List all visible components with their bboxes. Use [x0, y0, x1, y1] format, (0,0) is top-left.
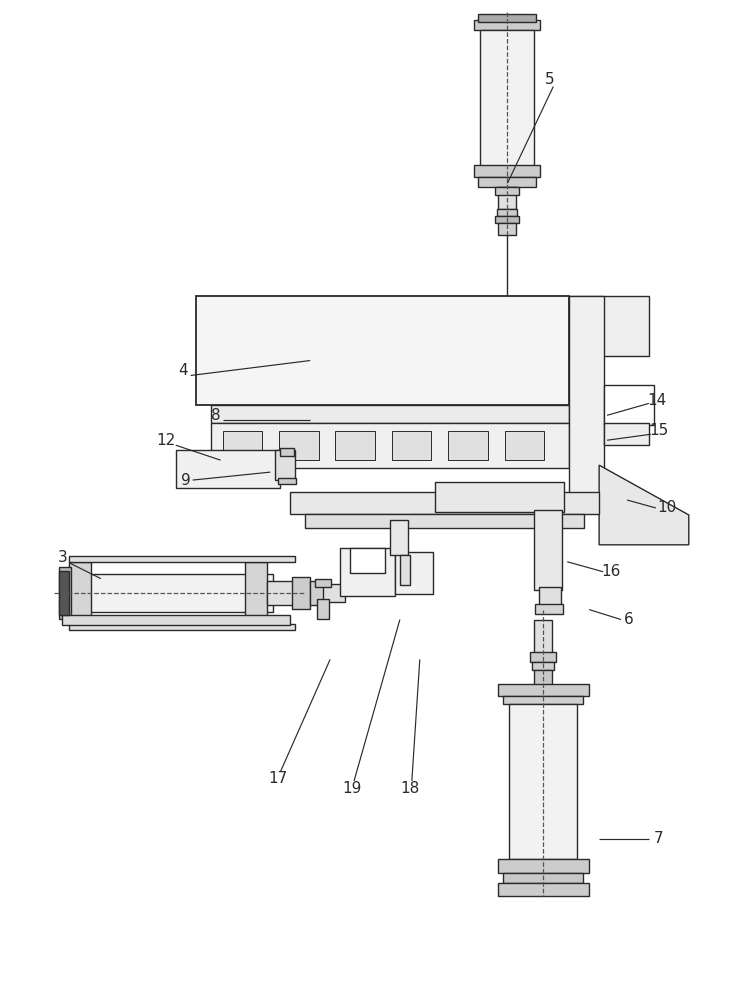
Bar	[604, 385, 654, 425]
Bar	[498, 859, 589, 873]
Bar	[305, 514, 584, 528]
Bar	[69, 562, 91, 624]
Bar	[534, 510, 562, 590]
Text: 7: 7	[654, 831, 664, 846]
Bar	[390, 520, 408, 555]
Bar	[211, 405, 569, 423]
Text: 5: 5	[545, 72, 554, 87]
Text: 10: 10	[657, 500, 676, 515]
Text: 14: 14	[648, 393, 667, 408]
Bar	[310, 581, 324, 605]
Text: 15: 15	[649, 423, 669, 438]
Bar	[498, 223, 516, 235]
Bar	[290, 492, 599, 514]
Bar	[323, 584, 345, 602]
Bar	[318, 599, 329, 619]
Text: 8: 8	[211, 408, 220, 423]
Bar	[498, 187, 516, 209]
Bar	[60, 571, 69, 615]
Bar	[60, 567, 71, 619]
Bar	[478, 14, 537, 22]
Bar	[276, 450, 295, 480]
Bar	[448, 431, 488, 460]
Bar	[395, 552, 433, 594]
Bar	[62, 615, 290, 625]
Text: 16: 16	[601, 564, 621, 579]
Bar	[497, 209, 517, 216]
Bar	[495, 187, 519, 195]
Bar	[495, 216, 519, 223]
Bar	[392, 431, 431, 460]
Bar	[604, 423, 649, 445]
Bar	[473, 165, 540, 177]
Bar	[315, 579, 331, 587]
Bar	[569, 296, 604, 508]
Bar	[87, 574, 273, 612]
Text: 17: 17	[269, 771, 288, 786]
Polygon shape	[599, 465, 689, 545]
Bar	[503, 873, 583, 883]
Text: 12: 12	[156, 433, 176, 448]
Bar	[335, 431, 375, 460]
Bar	[280, 448, 294, 456]
Bar	[69, 556, 295, 562]
Text: 9: 9	[181, 473, 190, 488]
Bar	[503, 696, 583, 704]
Bar	[434, 482, 564, 512]
Bar	[293, 577, 310, 609]
Bar	[498, 684, 589, 696]
Bar	[473, 20, 540, 30]
Bar	[531, 652, 556, 662]
Bar	[400, 555, 410, 585]
Bar	[245, 562, 268, 624]
Bar	[498, 883, 589, 896]
Bar	[479, 30, 534, 169]
Bar	[268, 581, 295, 605]
Bar	[350, 548, 385, 573]
Bar	[505, 431, 545, 460]
Text: 19: 19	[343, 781, 362, 796]
Bar	[534, 670, 552, 686]
Bar	[569, 296, 649, 356]
Text: 6: 6	[624, 612, 634, 627]
Bar	[196, 296, 569, 405]
Bar	[509, 704, 577, 859]
Text: 18: 18	[401, 781, 420, 796]
Bar	[279, 431, 318, 460]
Bar	[279, 478, 296, 484]
Bar	[223, 431, 262, 460]
Bar	[478, 177, 537, 187]
Bar	[534, 620, 552, 654]
Bar	[211, 423, 569, 468]
Bar	[535, 604, 563, 614]
Bar	[340, 548, 395, 596]
Bar	[69, 624, 295, 630]
Bar	[532, 662, 554, 670]
Text: 3: 3	[58, 550, 68, 565]
Bar	[539, 587, 562, 605]
Bar	[176, 450, 280, 488]
Text: 4: 4	[178, 363, 187, 378]
